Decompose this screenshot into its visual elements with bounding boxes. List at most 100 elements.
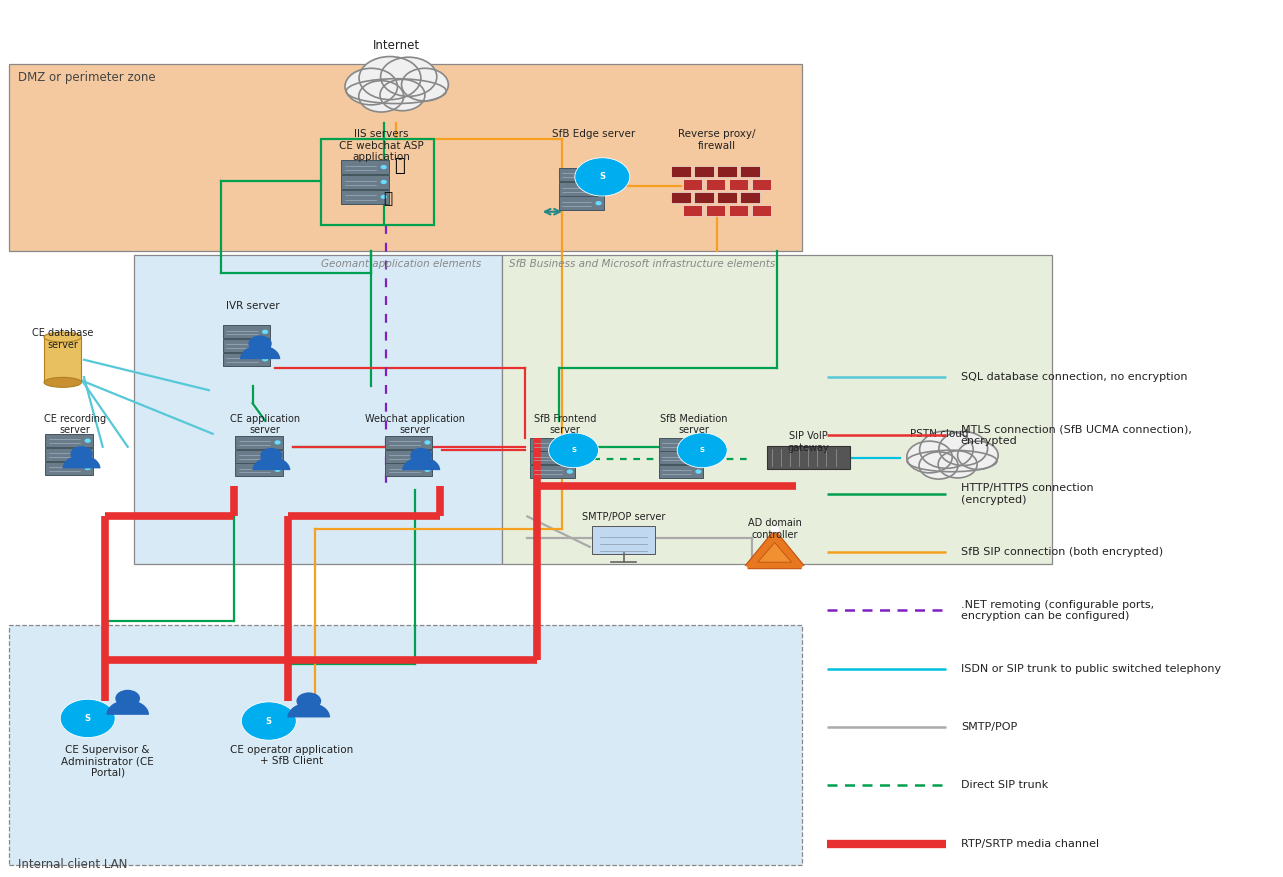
Circle shape xyxy=(695,456,702,460)
Text: Geomant application elements: Geomant application elements xyxy=(321,259,481,268)
Text: 🌐: 🌐 xyxy=(382,191,393,206)
FancyBboxPatch shape xyxy=(767,446,849,468)
Ellipse shape xyxy=(907,450,997,472)
FancyBboxPatch shape xyxy=(717,192,736,203)
FancyBboxPatch shape xyxy=(385,436,432,449)
FancyBboxPatch shape xyxy=(503,255,1052,564)
FancyBboxPatch shape xyxy=(740,166,760,177)
Circle shape xyxy=(425,454,431,459)
Text: S: S xyxy=(85,714,91,723)
FancyBboxPatch shape xyxy=(694,166,713,177)
FancyBboxPatch shape xyxy=(9,64,802,251)
Text: SMTP/POP server: SMTP/POP server xyxy=(582,512,665,522)
Circle shape xyxy=(85,466,91,470)
Text: S: S xyxy=(699,447,704,453)
FancyBboxPatch shape xyxy=(235,436,282,449)
FancyBboxPatch shape xyxy=(658,465,703,478)
FancyBboxPatch shape xyxy=(671,166,690,177)
Circle shape xyxy=(359,81,404,112)
FancyBboxPatch shape xyxy=(223,325,269,339)
Wedge shape xyxy=(63,455,100,468)
Circle shape xyxy=(381,180,387,184)
Text: ISDN or SIP trunk to public switched telephony: ISDN or SIP trunk to public switched tel… xyxy=(961,664,1221,674)
Circle shape xyxy=(249,336,272,352)
Text: Reverse proxy/
firewall: Reverse proxy/ firewall xyxy=(679,129,756,151)
Text: 👥: 👥 xyxy=(395,158,405,175)
Text: CE Supervisor &
Administrator (CE
Portal): CE Supervisor & Administrator (CE Portal… xyxy=(62,745,154,778)
Circle shape xyxy=(85,453,91,457)
Circle shape xyxy=(262,344,268,348)
Circle shape xyxy=(260,448,282,463)
Circle shape xyxy=(567,469,574,474)
Text: CE application
server: CE application server xyxy=(230,414,300,435)
Circle shape xyxy=(919,452,958,479)
Circle shape xyxy=(425,440,431,445)
Text: CE operator application
+ SfB Client: CE operator application + SfB Client xyxy=(230,745,353,766)
Circle shape xyxy=(411,448,432,463)
FancyBboxPatch shape xyxy=(683,179,702,190)
Text: Internal client LAN: Internal client LAN xyxy=(18,858,127,871)
FancyBboxPatch shape xyxy=(133,255,503,564)
Text: PSTN cloud: PSTN cloud xyxy=(910,430,969,439)
Circle shape xyxy=(595,187,602,191)
FancyBboxPatch shape xyxy=(593,526,654,554)
Circle shape xyxy=(359,56,421,100)
Circle shape xyxy=(920,431,974,468)
Text: S: S xyxy=(599,173,606,182)
FancyBboxPatch shape xyxy=(9,625,802,865)
Polygon shape xyxy=(743,530,807,568)
Text: IIS servers
CE webchat ASP
application: IIS servers CE webchat ASP application xyxy=(339,129,423,162)
Ellipse shape xyxy=(44,332,81,342)
Circle shape xyxy=(115,690,140,707)
Text: SMTP/POP: SMTP/POP xyxy=(961,722,1017,732)
Circle shape xyxy=(275,467,281,472)
Circle shape xyxy=(695,442,702,446)
FancyBboxPatch shape xyxy=(706,179,725,190)
Text: CE database
server: CE database server xyxy=(32,328,94,350)
FancyBboxPatch shape xyxy=(530,438,575,451)
FancyBboxPatch shape xyxy=(235,450,282,463)
FancyBboxPatch shape xyxy=(341,189,389,203)
Circle shape xyxy=(262,357,268,361)
FancyBboxPatch shape xyxy=(752,179,771,190)
Circle shape xyxy=(71,446,92,461)
Circle shape xyxy=(567,456,574,460)
Circle shape xyxy=(275,440,281,445)
Text: SfB SIP connection (both encrypted): SfB SIP connection (both encrypted) xyxy=(961,547,1162,557)
Circle shape xyxy=(677,433,727,467)
Circle shape xyxy=(425,467,431,472)
Text: SfB Business and Microsoft infrastructure elements: SfB Business and Microsoft infrastructur… xyxy=(508,259,775,268)
Circle shape xyxy=(296,692,321,709)
Text: HTTP/HTTPS connection
(encrypted): HTTP/HTTPS connection (encrypted) xyxy=(961,483,1093,504)
Circle shape xyxy=(939,431,988,466)
FancyBboxPatch shape xyxy=(341,160,389,175)
Circle shape xyxy=(595,173,602,177)
Text: CE recording
server: CE recording server xyxy=(44,414,106,435)
FancyBboxPatch shape xyxy=(558,196,603,210)
FancyBboxPatch shape xyxy=(558,182,603,196)
FancyBboxPatch shape xyxy=(235,463,282,476)
Circle shape xyxy=(938,451,978,478)
Ellipse shape xyxy=(44,377,81,388)
FancyBboxPatch shape xyxy=(45,461,92,474)
FancyBboxPatch shape xyxy=(694,192,713,203)
Wedge shape xyxy=(253,457,290,470)
FancyBboxPatch shape xyxy=(671,192,690,203)
Circle shape xyxy=(695,469,702,474)
Text: SfB Mediation
server: SfB Mediation server xyxy=(659,414,727,435)
Circle shape xyxy=(738,566,748,572)
FancyBboxPatch shape xyxy=(530,465,575,478)
Text: SfB Frontend
server: SfB Frontend server xyxy=(534,414,597,435)
FancyBboxPatch shape xyxy=(729,205,748,216)
FancyBboxPatch shape xyxy=(706,205,725,216)
FancyBboxPatch shape xyxy=(740,192,760,203)
Circle shape xyxy=(85,438,91,443)
FancyBboxPatch shape xyxy=(223,353,269,366)
FancyBboxPatch shape xyxy=(717,166,736,177)
FancyBboxPatch shape xyxy=(658,452,703,465)
Circle shape xyxy=(567,442,574,446)
FancyBboxPatch shape xyxy=(341,175,389,189)
FancyBboxPatch shape xyxy=(752,205,771,216)
Wedge shape xyxy=(240,345,280,360)
FancyBboxPatch shape xyxy=(44,337,81,382)
